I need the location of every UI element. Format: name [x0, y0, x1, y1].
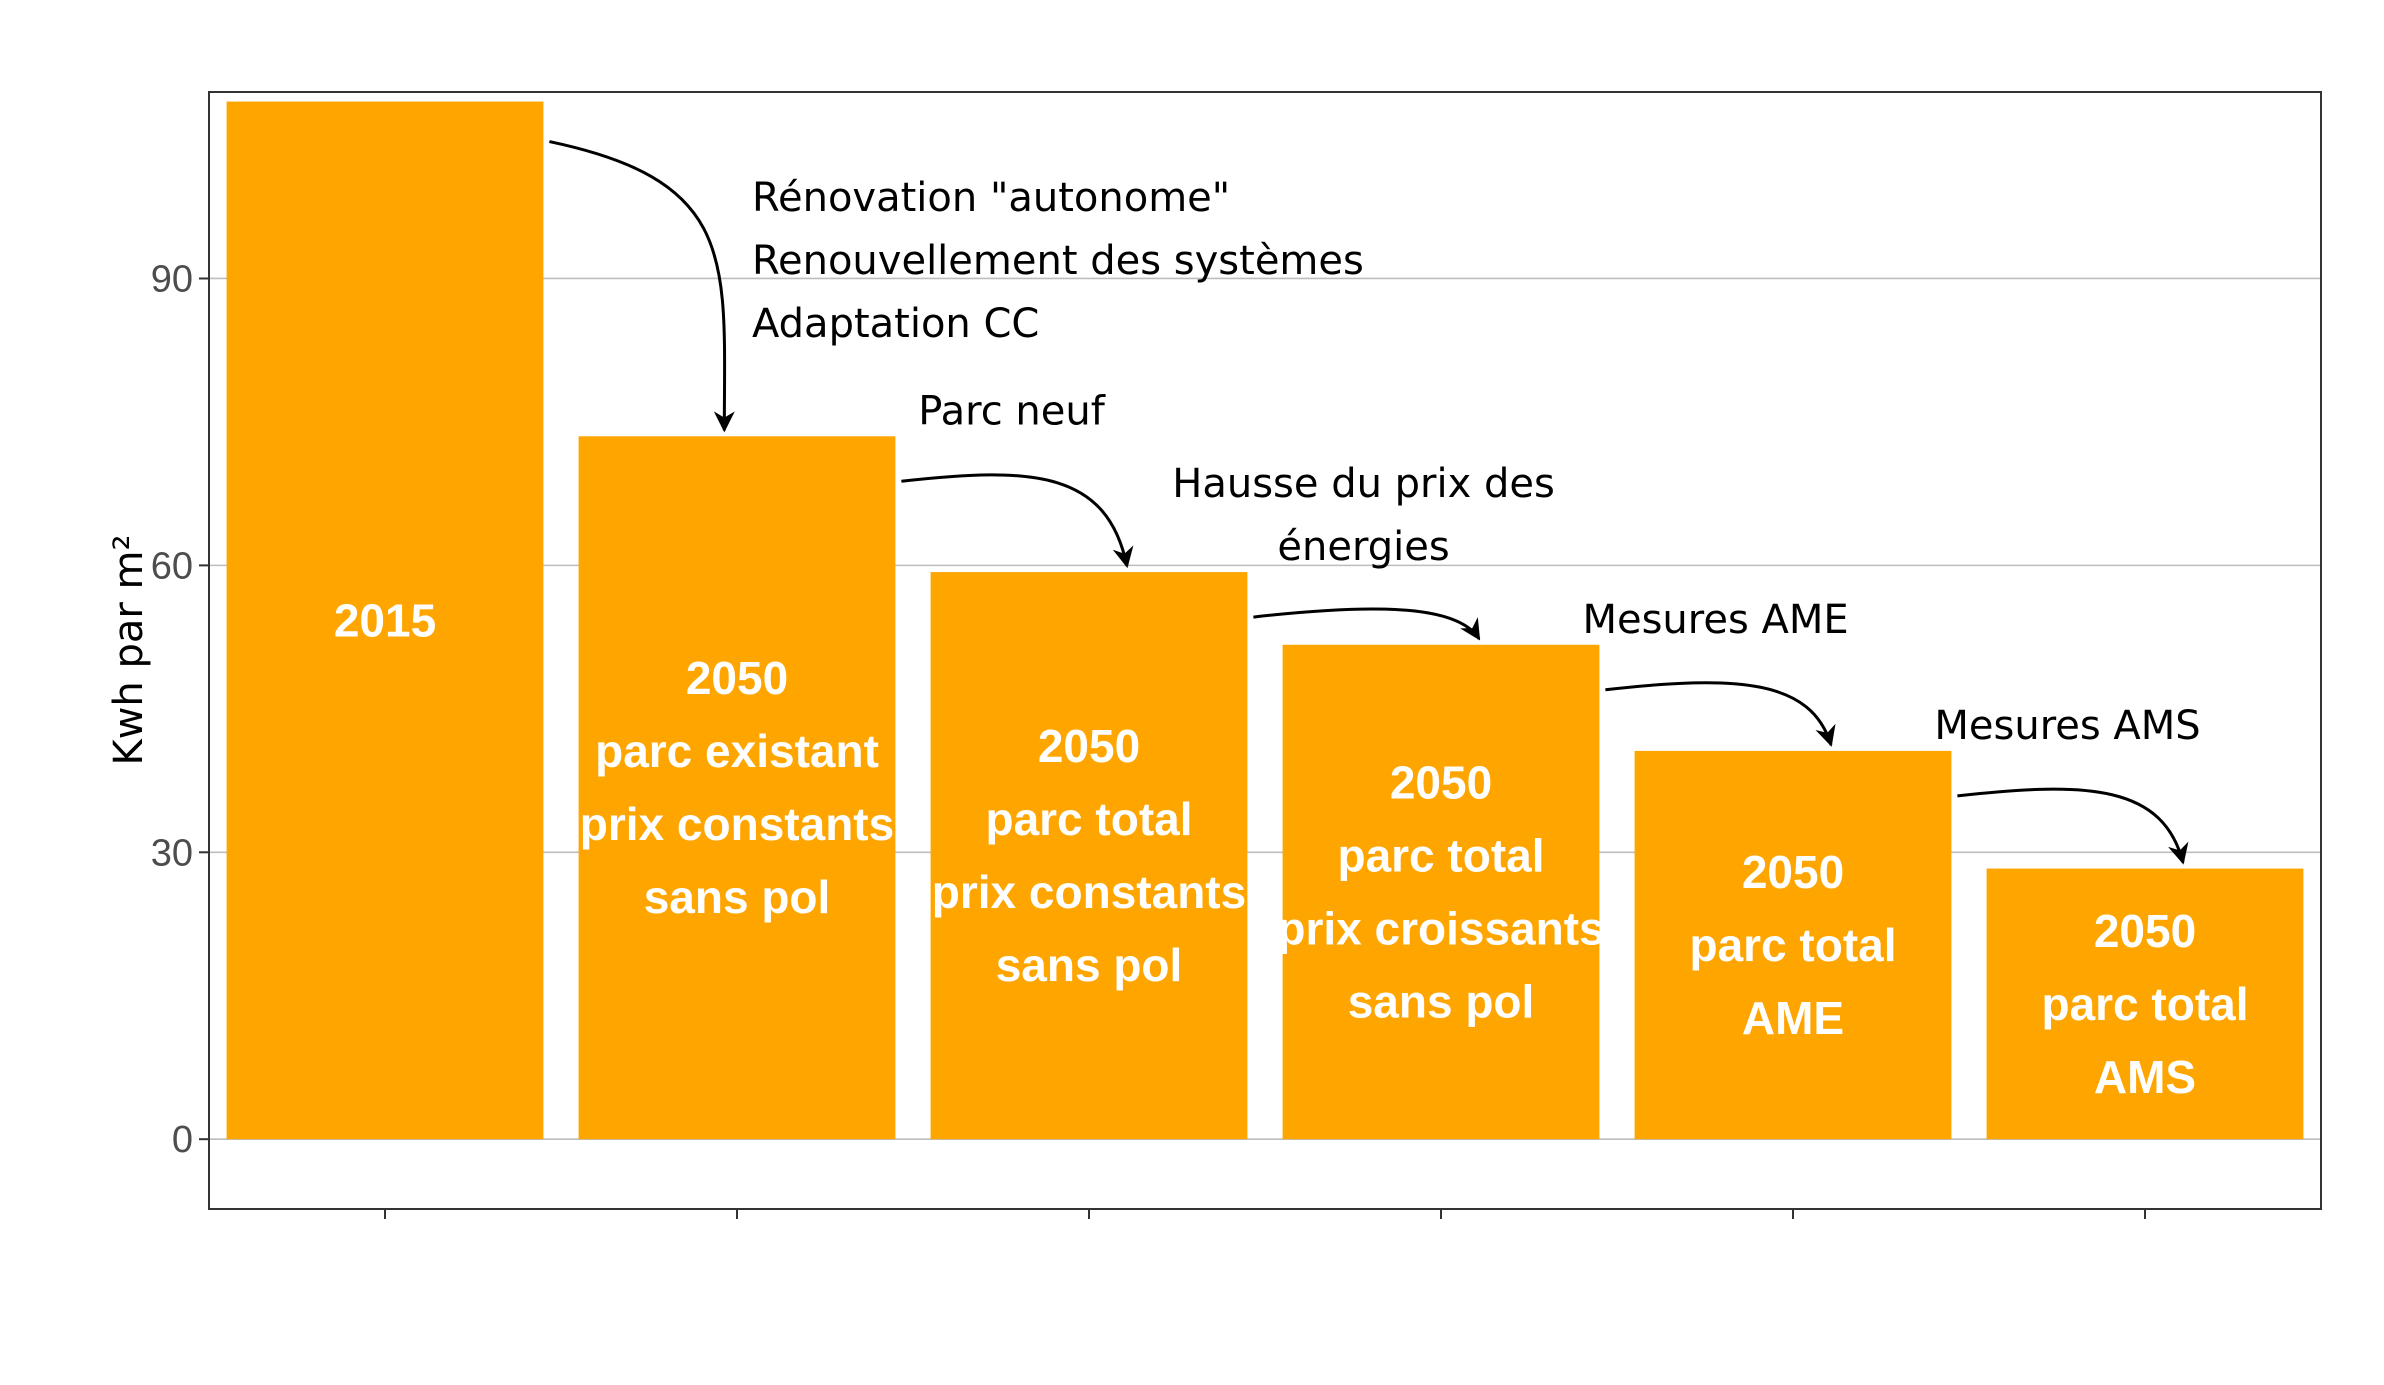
bar — [1986, 868, 2304, 1140]
annotation-text: Renouvellement des systèmes — [752, 238, 1364, 284]
transition-arrow — [549, 140, 735, 433]
transition-arrow — [901, 473, 1134, 569]
y-tick-label: 30 — [151, 832, 193, 874]
bar-label-line: 2015 — [334, 594, 436, 646]
bar-label-line: parc existant — [595, 725, 879, 777]
y-tick-label: 90 — [151, 258, 193, 300]
bar-label-line: parc total — [2041, 978, 2248, 1030]
bar-label-line: sans pol — [1348, 975, 1535, 1027]
bar — [578, 436, 896, 1140]
annotation-text: Mesures AMS — [1934, 703, 2200, 749]
plot-panel-border — [208, 91, 2322, 1210]
bar-label-line: sans pol — [644, 871, 831, 923]
bar-label-line: prix constants — [932, 866, 1246, 918]
bars — [226, 101, 2304, 1140]
y-tick-label: 0 — [172, 1119, 193, 1161]
bar — [226, 101, 544, 1140]
bar-label-line: 2050 — [1038, 720, 1140, 772]
annotation-text: Mesures AME — [1582, 597, 1848, 643]
bar-label-line: AME — [1742, 992, 1844, 1044]
annotation-text: énergies — [1277, 524, 1449, 570]
axes: 0 30 60 90 — [151, 258, 2146, 1219]
annotations: Rénovation "autonome" Renouvellement des … — [549, 140, 2201, 865]
bar-label-line: 2050 — [1742, 846, 1844, 898]
annotation-text: Rénovation "autonome" — [752, 175, 1230, 221]
gridlines — [209, 277, 2321, 1140]
bar — [930, 572, 1248, 1140]
y-tick-label: 60 — [151, 545, 193, 587]
bar — [1634, 750, 1952, 1140]
bar — [1282, 644, 1600, 1140]
bar-label-line: prix croissants — [1277, 902, 1604, 954]
bar-label-line: 2050 — [2094, 905, 2196, 957]
bar-label-line: 2050 — [1390, 756, 1492, 808]
y-axis-title: Kwh par m² — [106, 534, 152, 765]
bar-label-line: sans pol — [996, 939, 1183, 991]
bar-label-line: prix constants — [580, 798, 894, 850]
annotation-text: Parc neuf — [918, 388, 1105, 434]
bar-label-line: parc total — [1337, 829, 1544, 881]
bar-label-line: parc total — [985, 793, 1192, 845]
bar-labels: 2015 2050 parc existant prix constants sans … — [334, 594, 2249, 1102]
transition-arrow — [1605, 681, 1836, 747]
annotation-text: Hausse du prix des — [1172, 461, 1555, 507]
transition-arrow — [1957, 787, 2189, 865]
bar-label-line: AMS — [2094, 1051, 2196, 1103]
transition-arrow — [1253, 607, 1481, 641]
bar-label-line: parc total — [1689, 919, 1896, 971]
bar-label-line: 2050 — [686, 652, 788, 704]
annotation-text: Adaptation CC — [752, 301, 1039, 347]
